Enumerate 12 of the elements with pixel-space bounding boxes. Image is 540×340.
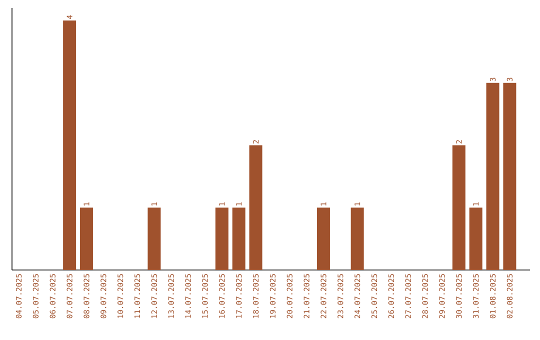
bar <box>316 208 330 270</box>
bar <box>232 208 246 270</box>
bar <box>215 208 228 270</box>
bar <box>350 208 364 270</box>
bar <box>503 82 516 270</box>
bar <box>486 82 500 270</box>
bar <box>148 208 161 270</box>
bar <box>249 145 262 270</box>
bar <box>469 208 482 270</box>
bar <box>63 20 76 270</box>
bar <box>80 208 93 270</box>
bar <box>452 145 466 270</box>
